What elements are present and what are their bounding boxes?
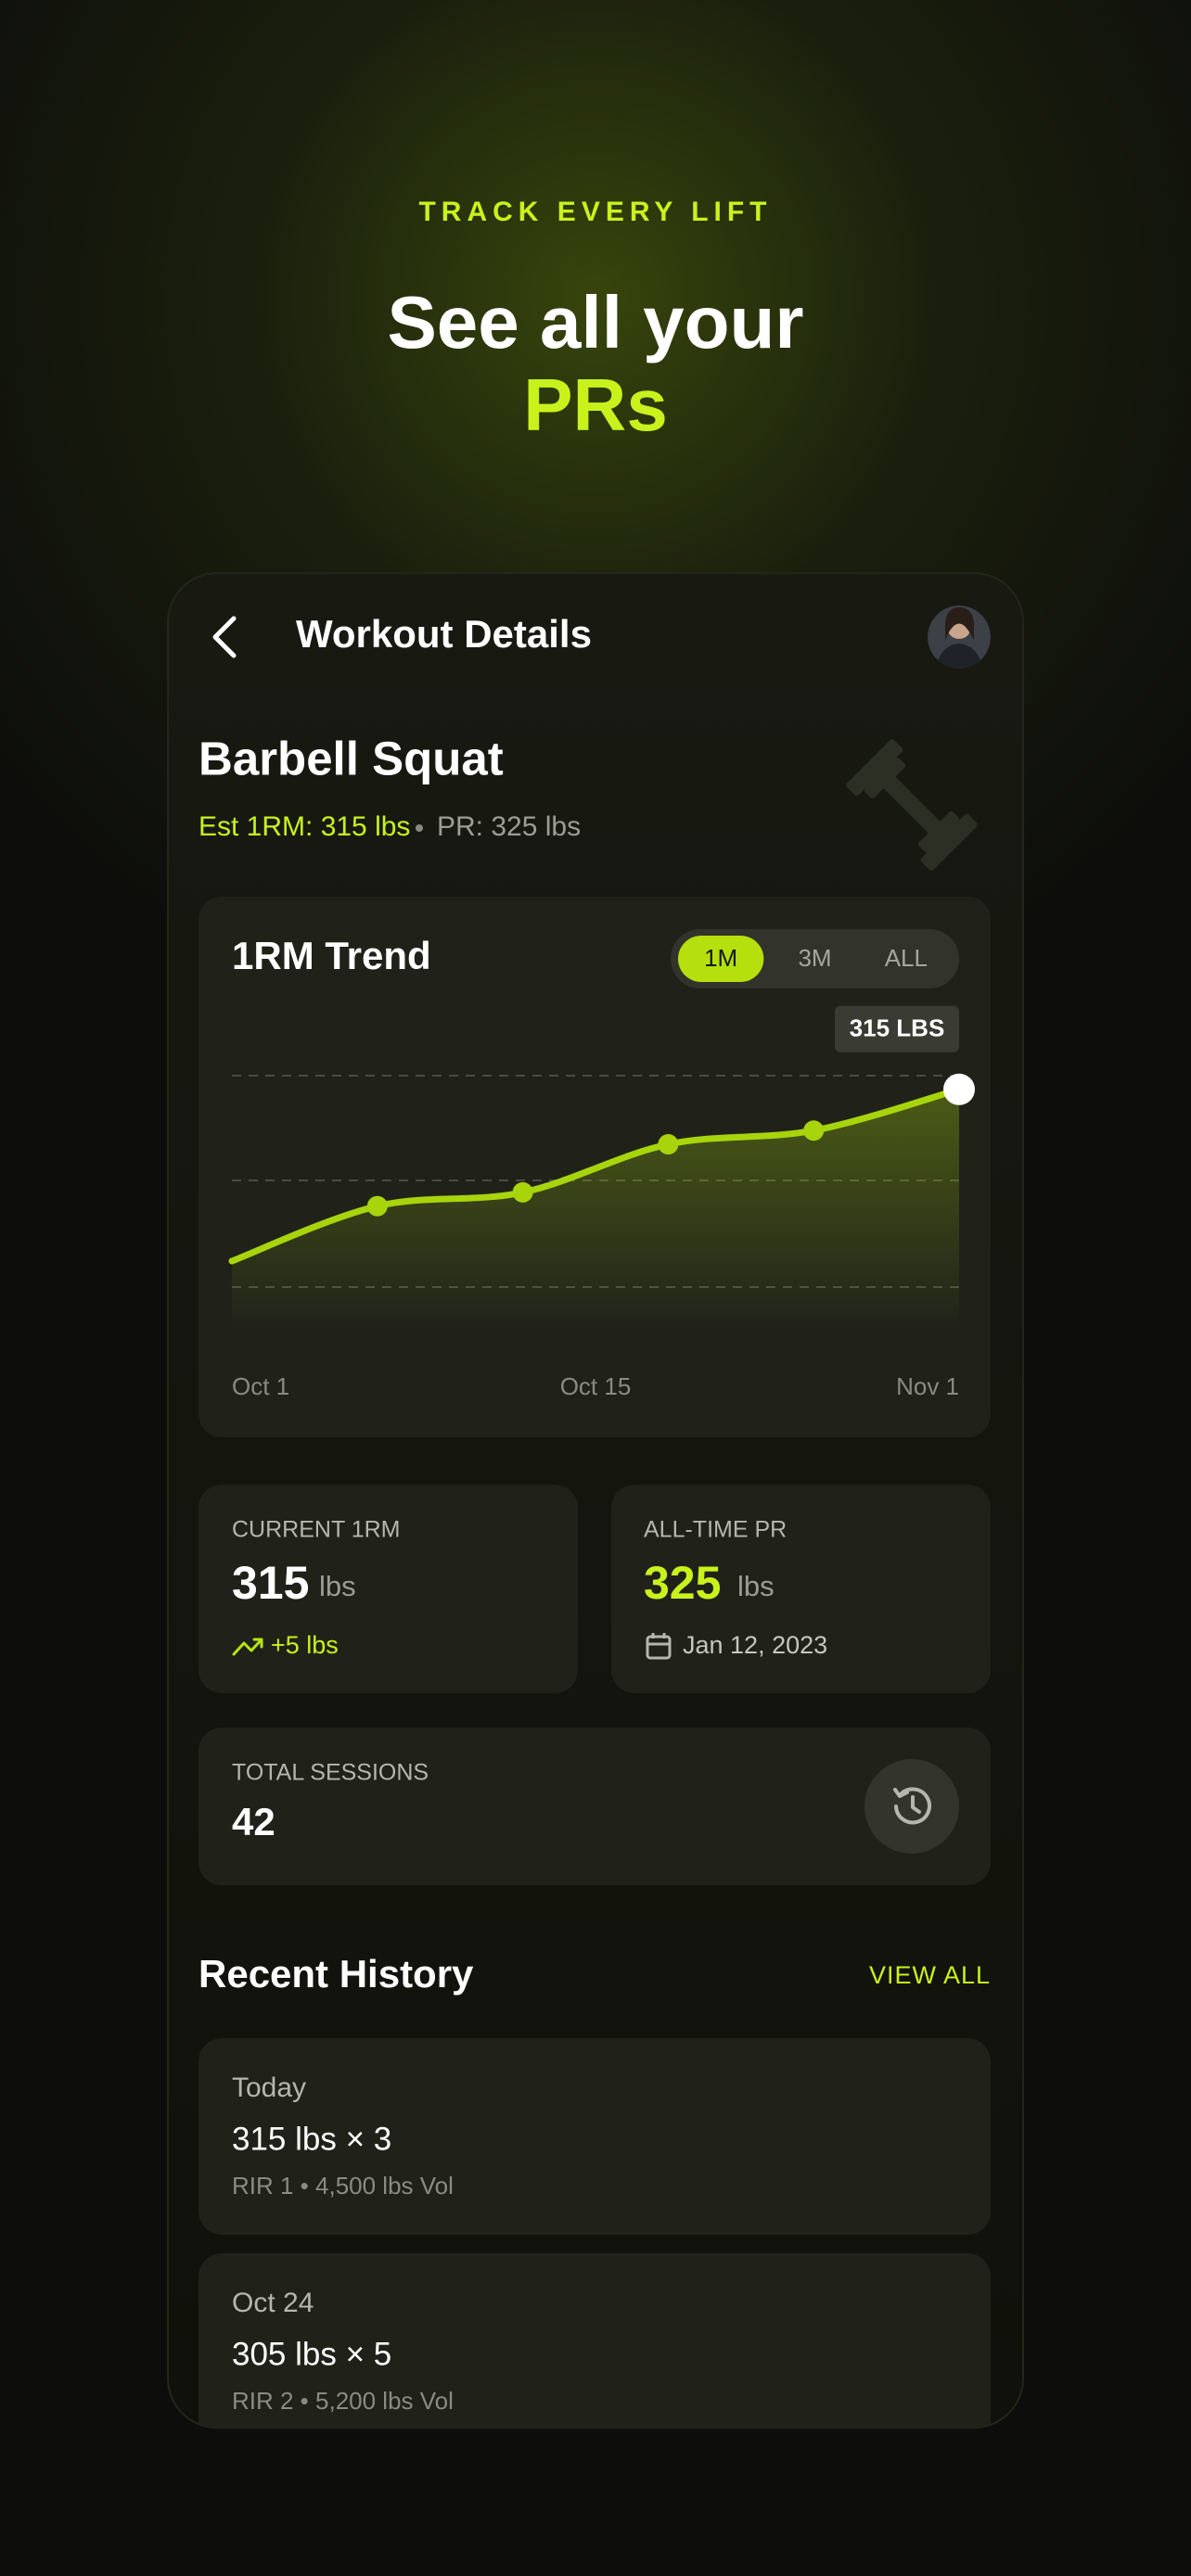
screen-title: Workout Details [296,612,592,656]
est-1rm: Est 1RM: 315 lbs [198,811,410,842]
history-icon [893,1787,931,1825]
trend-icon [232,1638,263,1656]
history-card[interactable] [198,2038,991,2235]
dumbbell-icon [846,739,978,871]
stat-label: ALL-TIME PR [644,1517,787,1543]
history-date: Today [232,2072,306,2103]
avatar[interactable] [928,606,991,672]
history-set: 305 lbs × 5 [232,2336,391,2372]
point [658,1134,679,1155]
x-label: Oct 15 [560,1372,632,1400]
range-option[interactable]: ALL [885,944,928,972]
stat-card [611,1485,991,1693]
point [512,1181,533,1203]
sessions-label: TOTAL SESSIONS [232,1760,429,1786]
stat-note: +5 lbs [271,1631,339,1659]
history-details: RIR 2 • 5,200 lbs Vol [232,2387,454,2415]
history-set: 315 lbs × 3 [232,2121,391,2157]
section-title: Recent History [198,1952,474,1996]
stat-value: 315 [232,1557,309,1609]
back-button[interactable] [212,616,237,658]
point [803,1120,825,1141]
range-pill-active [678,936,764,982]
point [366,1195,388,1217]
stat-label: CURRENT 1RM [232,1517,401,1543]
eyebrow: TRACK EVERY LIFT [418,197,772,227]
history-details: RIR 1 • 4,500 lbs Vol [232,2172,454,2200]
history-card[interactable] [198,2253,991,2450]
stat-note: Jan 12, 2023 [683,1631,827,1659]
phone-screen: Workout Details Barbell Squat Est 1RM: 3… [198,606,991,2450]
range-option[interactable]: 3M [798,944,831,972]
sessions-card [198,1728,991,1885]
stat-value: 325 [644,1557,721,1609]
tooltip [835,1005,959,1052]
chart: 1RM Trend 1M 3M ALL Oct 1 Oct 15 Nov 1 315 LBS [228,929,975,1400]
line [228,1086,963,1265]
x-label: Nov 1 [896,1372,959,1400]
tooltip-label: 315 LBS [850,1014,945,1042]
sessions-value: 42 [232,1800,275,1843]
point-highlight [943,1073,975,1105]
x-label: Oct 1 [232,1372,289,1400]
view-all[interactable]: VIEW ALL [869,1961,991,1989]
stat-unit: lbs [737,1570,775,1602]
stat-unit: lbs [319,1570,356,1602]
chart-title: 1RM Trend [232,934,431,977]
pr: PR: 325 lbs [437,811,581,842]
calendar-icon [646,1633,672,1660]
history-date: Oct 24 [232,2288,314,2318]
range-option[interactable]: 1M [704,944,737,972]
exercise-name: Barbell Squat [198,732,504,784]
separator-dot [416,824,423,832]
headline-highlight: PRs [523,363,668,446]
headline: See all your [387,281,803,363]
area [232,1089,959,1330]
stat-card [198,1485,578,1693]
